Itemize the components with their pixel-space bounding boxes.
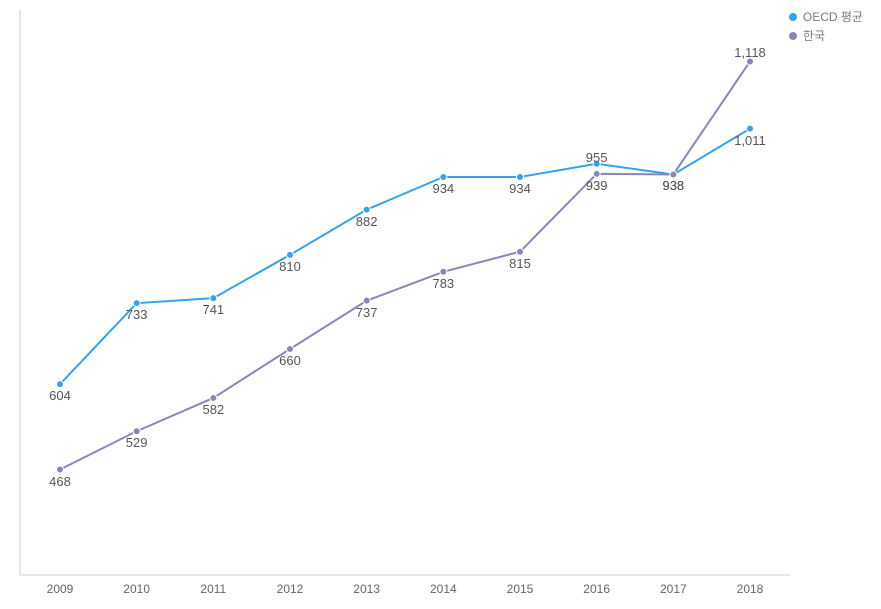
- legend-label-kor: 한국: [803, 27, 825, 44]
- marker-kor-0: [57, 466, 64, 473]
- marker-kor-5: [440, 268, 447, 275]
- marker-oecd-7: [593, 160, 600, 167]
- marker-oecd-1: [133, 300, 140, 307]
- marker-kor-2: [210, 394, 217, 401]
- marker-oecd-2: [210, 295, 217, 302]
- x-tick-2009: 2009: [47, 582, 74, 596]
- x-tick-2016: 2016: [583, 582, 610, 596]
- legend-swatch-oecd: [789, 13, 797, 21]
- x-tick-2011: 2011: [200, 582, 226, 596]
- x-tick-2017: 2017: [660, 582, 687, 596]
- marker-oecd-0: [57, 381, 64, 388]
- marker-oecd-6: [517, 173, 524, 180]
- marker-kor-7: [593, 170, 600, 177]
- legend-item-oecd: OECD 평균: [789, 8, 863, 25]
- x-tick-2018: 2018: [737, 582, 764, 596]
- legend-item-kor: 한국: [789, 27, 863, 44]
- legend-swatch-kor: [789, 32, 797, 40]
- chart-svg: [0, 0, 881, 609]
- marker-kor-3: [287, 346, 294, 353]
- marker-kor-9: [747, 58, 754, 65]
- marker-kor-1: [133, 428, 140, 435]
- marker-kor-6: [517, 248, 524, 255]
- marker-kor-4: [363, 297, 370, 304]
- x-tick-2010: 2010: [123, 582, 150, 596]
- marker-oecd-9: [747, 125, 754, 132]
- legend: OECD 평균 한국: [789, 8, 863, 46]
- marker-oecd-3: [287, 251, 294, 258]
- x-tick-2013: 2013: [353, 582, 380, 596]
- legend-label-oecd: OECD 평균: [803, 8, 863, 25]
- marker-oecd-5: [440, 173, 447, 180]
- marker-kor-8: [670, 171, 677, 178]
- marker-oecd-4: [363, 206, 370, 213]
- x-tick-2014: 2014: [430, 582, 457, 596]
- line-chart: 6047337418108829349349559381,01146852958…: [0, 0, 881, 609]
- x-tick-2015: 2015: [507, 582, 534, 596]
- x-tick-2012: 2012: [277, 582, 304, 596]
